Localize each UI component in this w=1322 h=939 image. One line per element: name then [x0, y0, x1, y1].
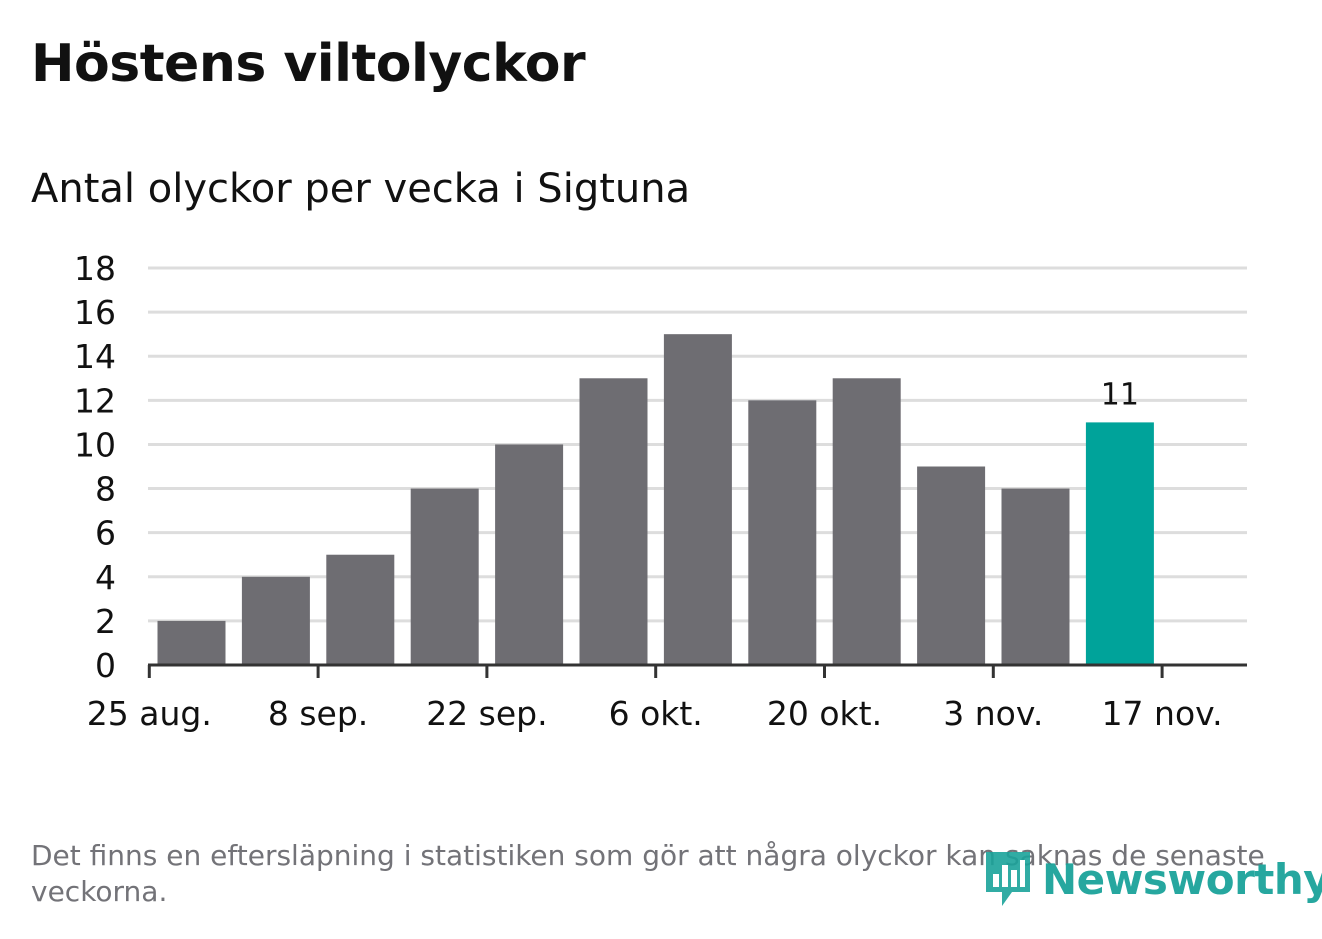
y-tick-label: 4: [95, 558, 116, 597]
x-tick-label: 20 okt.: [767, 694, 882, 733]
chart-title: Höstens viltolyckor: [31, 34, 586, 94]
bar: [1001, 488, 1070, 665]
bar: [748, 400, 817, 665]
bar: [579, 378, 648, 665]
x-tick-label: 6 okt.: [609, 694, 703, 733]
bars: [157, 334, 1154, 665]
bar: [495, 444, 564, 665]
y-tick-label: 6: [95, 514, 116, 553]
x-tick-label: 25 aug.: [87, 694, 212, 733]
chart-subtitle: Antal olyckor per vecka i Sigtuna: [31, 166, 691, 212]
footnote: Det finns en eftersläpning i statistiken…: [31, 839, 1265, 908]
y-tick-label: 12: [74, 381, 116, 420]
x-axis: 25 aug. 8 sep. 22 sep. 6 okt. 20 okt. 3 nov. 1…: [87, 663, 1247, 733]
bar: [832, 378, 901, 665]
x-tick-label: 17 nov.: [1102, 694, 1223, 733]
y-tick-label: 18: [74, 249, 116, 288]
logo-text: Newsworthy: [1042, 854, 1322, 904]
y-tick-label: 16: [74, 293, 116, 332]
bar: [917, 466, 986, 665]
bar: [410, 488, 479, 665]
data-label: 11: [1101, 377, 1139, 412]
data-labels: 11: [1101, 377, 1139, 412]
y-tick-label: 2: [95, 602, 116, 641]
x-tick-label: 3 nov.: [943, 694, 1043, 733]
bar: [241, 576, 310, 665]
newsworthy-logo: Newsworthy: [982, 848, 1322, 910]
x-tick-label: 22 sep.: [426, 694, 547, 733]
x-tick-label: 8 sep.: [268, 694, 368, 733]
y-tick-label: 10: [74, 425, 116, 464]
bar-chart: 0 2 4 6 8 10 12 14 16 18 11 25 aug. 8 sep. 22 sep. 6…: [74, 249, 1247, 733]
y-axis: 0 2 4 6 8 10 12 14 16 18: [74, 249, 116, 685]
bar: [663, 334, 732, 665]
bar-chart-speech-bubble-icon: [986, 852, 1030, 906]
y-tick-label: 14: [74, 337, 116, 376]
y-tick-label: 0: [95, 646, 116, 685]
bar: [1085, 422, 1154, 665]
bar: [157, 620, 226, 665]
bar: [326, 554, 395, 665]
y-tick-label: 8: [95, 470, 116, 509]
